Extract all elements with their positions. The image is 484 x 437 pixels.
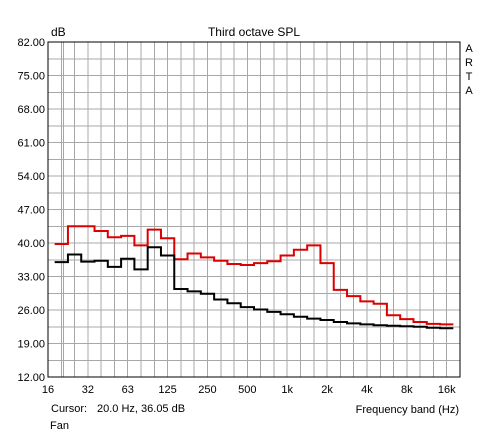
watermark-letter: A	[465, 85, 473, 97]
y-tick-label: 82.00	[17, 37, 45, 49]
y-tick-label: 33.00	[17, 272, 45, 284]
watermark-letter: T	[466, 71, 473, 83]
channel-label: Fan	[50, 420, 69, 432]
watermark-letter: A	[465, 43, 473, 55]
y-tick-label: 19.00	[17, 339, 45, 351]
x-tick-label: 63	[122, 384, 134, 396]
cursor-readout: 20.0 Hz, 36.05 dB	[97, 403, 186, 415]
plot-frame	[47, 41, 461, 378]
x-tick-label: 125	[158, 384, 176, 396]
series-line	[54, 225, 454, 326]
y-axis-label: dB	[51, 25, 66, 39]
y-tick-label: 75.00	[17, 71, 45, 83]
y-tick-label: 12.00	[17, 372, 45, 384]
x-tick-label: 250	[198, 384, 216, 396]
cursor-label: Cursor:	[51, 403, 88, 415]
x-axis-label: Frequency band (Hz)	[356, 404, 459, 416]
y-tick-label: 47.00	[17, 205, 45, 217]
y-tick-label: 61.00	[17, 138, 45, 150]
series-line	[54, 246, 454, 330]
chart-title: Third octave SPL	[208, 25, 300, 39]
y-tick-label: 26.00	[17, 305, 45, 317]
x-tick-label: 2k	[321, 384, 333, 396]
x-tick-label: 32	[82, 384, 94, 396]
watermark-letter: R	[465, 57, 473, 69]
y-tick-label: 68.00	[17, 104, 45, 116]
x-tick-label: 8k	[401, 384, 413, 396]
x-tick-label: 16	[42, 384, 54, 396]
y-tick-label: 40.00	[17, 238, 45, 250]
x-tick-label: 16k	[438, 384, 456, 396]
y-tick-label: 54.00	[17, 171, 45, 183]
x-tick-label: 4k	[361, 384, 373, 396]
x-tick-label: 500	[238, 384, 256, 396]
x-tick-label: 1k	[281, 384, 293, 396]
